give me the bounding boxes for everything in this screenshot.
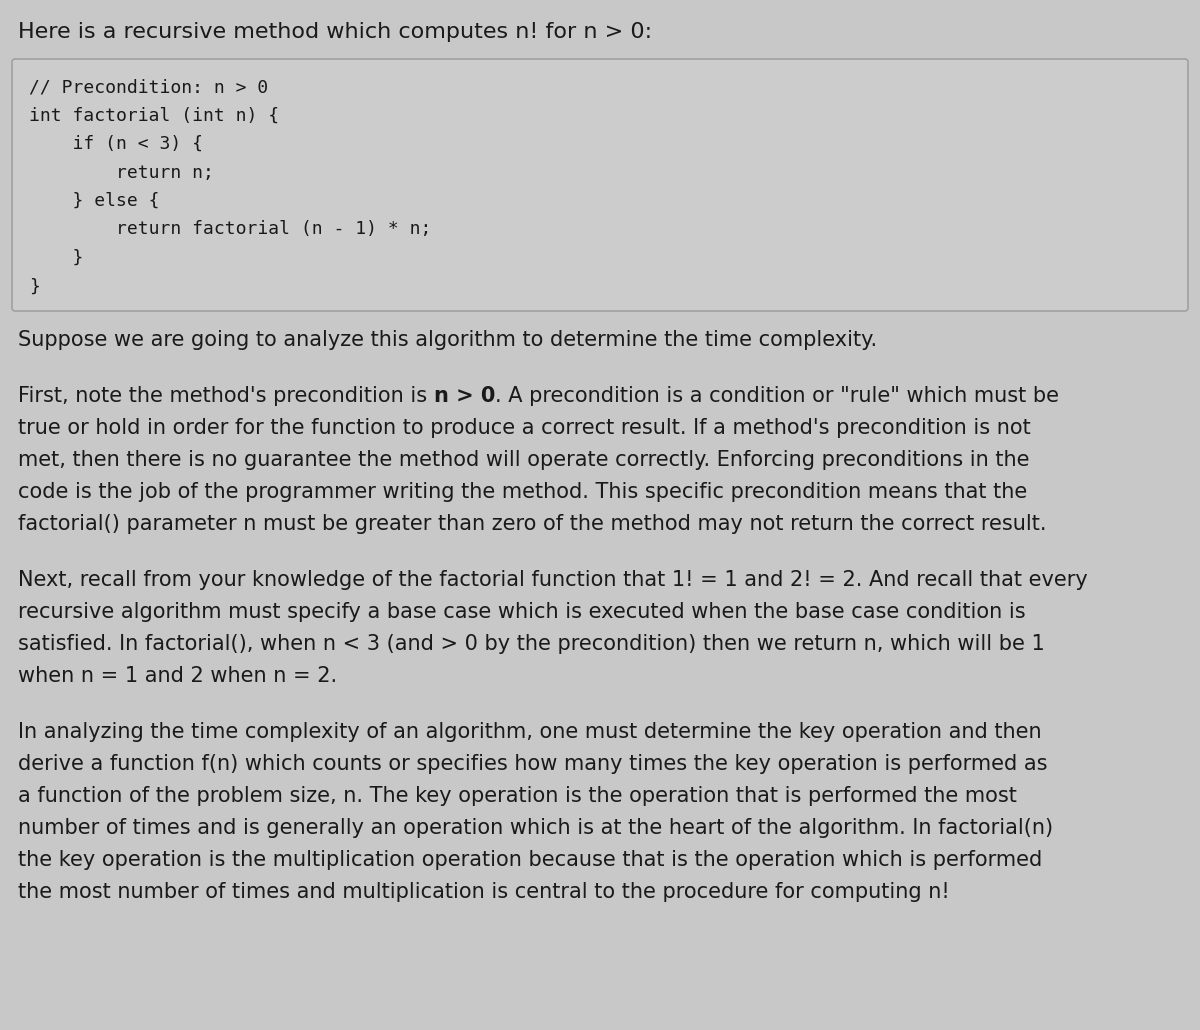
Text: true or hold in order for the function to produce a correct result. If a method': true or hold in order for the function t…	[18, 418, 1031, 438]
Text: In analyzing the time complexity of an algorithm, one must determine the key ope: In analyzing the time complexity of an a…	[18, 722, 1042, 742]
FancyBboxPatch shape	[12, 59, 1188, 311]
Text: return n;: return n;	[29, 164, 214, 181]
Text: n > 0: n > 0	[433, 386, 496, 406]
Text: the most number of times and multiplication is central to the procedure for comp: the most number of times and multiplicat…	[18, 882, 949, 902]
Text: when n = 1 and 2 when n = 2.: when n = 1 and 2 when n = 2.	[18, 666, 337, 686]
Text: code is the job of the programmer writing the method. This specific precondition: code is the job of the programmer writin…	[18, 482, 1027, 502]
Text: factorial() parameter n must be greater than zero of the method may not return t: factorial() parameter n must be greater …	[18, 514, 1046, 534]
Text: Next, recall from your knowledge of the factorial function that 1! = 1 and 2! = : Next, recall from your knowledge of the …	[18, 570, 1087, 590]
Text: } else {: } else {	[29, 192, 160, 210]
Text: }: }	[29, 249, 83, 267]
Text: int factorial (int n) {: int factorial (int n) {	[29, 106, 280, 125]
Text: the key operation is the multiplication operation because that is the operation : the key operation is the multiplication …	[18, 850, 1043, 870]
Text: Suppose we are going to analyze this algorithm to determine the time complexity.: Suppose we are going to analyze this alg…	[18, 330, 877, 350]
Text: number of times and is generally an operation which is at the heart of the algor: number of times and is generally an oper…	[18, 818, 1054, 838]
Text: // Precondition: n > 0: // Precondition: n > 0	[29, 78, 269, 96]
Text: Here is a recursive method which computes n! for n > 0:: Here is a recursive method which compute…	[18, 22, 652, 42]
Text: met, then there is no guarantee the method will operate correctly. Enforcing pre: met, then there is no guarantee the meth…	[18, 450, 1030, 470]
Text: a function of the problem size, n. The key operation is the operation that is pe: a function of the problem size, n. The k…	[18, 786, 1016, 806]
Text: }: }	[29, 277, 40, 296]
Text: First, note the method's precondition is: First, note the method's precondition is	[18, 386, 433, 406]
Text: . A precondition is a condition or "rule" which must be: . A precondition is a condition or "rule…	[496, 386, 1060, 406]
Text: satisfied. In factorial(), when n < 3 (and > 0 by the precondition) then we retu: satisfied. In factorial(), when n < 3 (a…	[18, 634, 1045, 654]
Text: recursive algorithm must specify a base case which is executed when the base cas: recursive algorithm must specify a base …	[18, 602, 1026, 622]
Text: if (n < 3) {: if (n < 3) {	[29, 135, 203, 153]
Text: derive a function f(n) which counts or specifies how many times the key operatio: derive a function f(n) which counts or s…	[18, 754, 1048, 774]
Text: return factorial (n - 1) * n;: return factorial (n - 1) * n;	[29, 220, 431, 239]
